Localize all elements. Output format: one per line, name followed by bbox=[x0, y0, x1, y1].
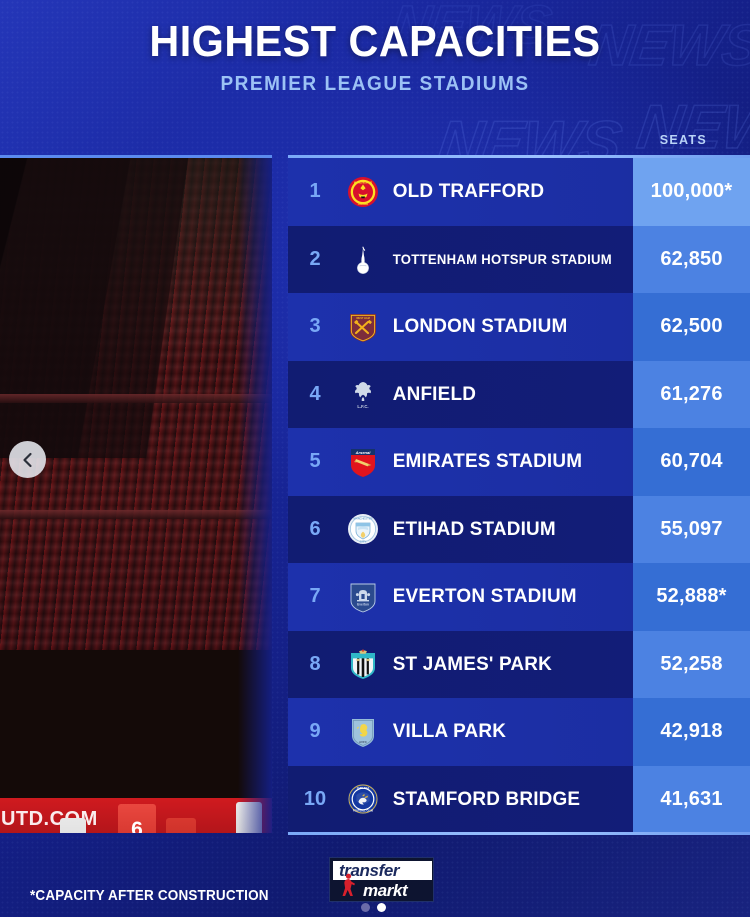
row-seats-value: 100,000* bbox=[633, 158, 750, 226]
table-row[interactable]: 6 MANCHESTER CITY ETIHAD STADIUM 55,097 bbox=[288, 495, 750, 563]
row-seats-value: 41,631 bbox=[633, 765, 750, 833]
photo-player-shirt-number: 6 bbox=[131, 818, 143, 833]
row-stadium-name: OLD TRAFFORD bbox=[392, 180, 545, 203]
crest-aston-villa: AVFC bbox=[342, 716, 384, 748]
photo-stand-structure bbox=[0, 158, 272, 458]
row-seats-value: 62,850 bbox=[633, 225, 750, 293]
table-row[interactable]: 5 Arsenal EMIRATES STADIUM 60,704 bbox=[288, 428, 750, 496]
row-stadium-name: VILLA PARK bbox=[392, 720, 507, 743]
header: HIGHEST CAPACITIES PREMIER LEAGUE STADIU… bbox=[0, 0, 750, 155]
table-row[interactable]: 8 ST JAMES' PARK 52,258 bbox=[288, 630, 750, 698]
table-row[interactable]: 2 TOTTENHAM HOTSPUR STADIUM 62,850 bbox=[288, 225, 750, 293]
crest-manchester-united: MANCHESTER UNITED bbox=[342, 176, 384, 208]
row-seats-value: 52,888* bbox=[633, 563, 750, 631]
table-row[interactable]: 4 L.F.C. ANFIELD 61,276 bbox=[288, 360, 750, 428]
row-rank: 3 bbox=[309, 315, 321, 338]
row-rank: 1 bbox=[309, 180, 321, 203]
row-stadium-name: EMIRATES STADIUM bbox=[392, 450, 583, 473]
table-top-rule bbox=[288, 155, 750, 158]
crest-west-ham-united: WEST HAM bbox=[342, 311, 384, 343]
svg-text:Arsenal: Arsenal bbox=[355, 450, 372, 455]
photo-rail-upper bbox=[0, 394, 272, 403]
pagination-dot-2[interactable] bbox=[377, 903, 386, 912]
row-stadium-name: STAMFORD BRIDGE bbox=[392, 787, 581, 810]
photo-rail-lower bbox=[0, 510, 272, 519]
svg-text:MANCHESTER: MANCHESTER bbox=[354, 180, 372, 184]
row-seats-value: 55,097 bbox=[633, 495, 750, 563]
table-row[interactable]: 3 WEST HAM LONDON STADIUM 62,500 bbox=[288, 293, 750, 361]
transfermarkt-logo[interactable]: transfer markt bbox=[329, 857, 434, 902]
logo-text-transfer: transfer bbox=[339, 861, 400, 880]
row-seats-value: 52,258 bbox=[633, 630, 750, 698]
photo-player-home-1: 6 bbox=[118, 804, 156, 833]
row-stadium-name: ETIHAD STADIUM bbox=[392, 517, 556, 540]
table-row[interactable]: 7 Everton EVERTON STADIUM 52,888* bbox=[288, 563, 750, 631]
photo-player-away-1 bbox=[60, 818, 86, 833]
seats-column-header: SEATS bbox=[659, 133, 707, 147]
row-rank: 4 bbox=[309, 382, 321, 405]
photo-right-fade bbox=[238, 158, 272, 833]
svg-text:WEST HAM: WEST HAM bbox=[356, 317, 370, 320]
crest-liverpool: L.F.C. bbox=[342, 378, 384, 410]
crest-arsenal: Arsenal bbox=[342, 446, 384, 478]
row-rank: 8 bbox=[309, 652, 321, 675]
stadium-photo: NUTD.COM MAN UTD. 6 bbox=[0, 155, 272, 833]
row-seats-value: 60,704 bbox=[633, 428, 750, 496]
table-row[interactable]: 9 AVFC VILLA PARK 42,918 bbox=[288, 698, 750, 766]
capacity-table: 1 MANCHESTER UNITED OLD TRAFFORD 100,000… bbox=[288, 155, 750, 835]
row-rank: 6 bbox=[309, 517, 321, 540]
svg-text:CHELSEA: CHELSEA bbox=[357, 786, 370, 790]
logo-top-band: transfer bbox=[333, 861, 432, 880]
table-bottom-rule bbox=[288, 832, 750, 835]
svg-text:L.F.C.: L.F.C. bbox=[357, 404, 368, 409]
row-stadium-name: LONDON STADIUM bbox=[392, 315, 568, 338]
carousel-prev-button[interactable] bbox=[9, 441, 46, 478]
row-rank: 7 bbox=[309, 585, 321, 608]
table-row[interactable]: 10 CHELSEA FOOTBALL CLUB STAMFORD BRIDGE… bbox=[288, 765, 750, 833]
pagination-dot-1[interactable] bbox=[361, 903, 370, 912]
logo-text-markt: markt bbox=[363, 881, 408, 900]
page-title: HIGHEST CAPACITIES bbox=[149, 17, 601, 66]
runner-icon bbox=[342, 873, 355, 896]
photo-player-home-2 bbox=[166, 818, 196, 833]
row-stadium-name: TOTTENHAM HOTSPUR STADIUM bbox=[392, 251, 612, 267]
crest-newcastle-united bbox=[342, 648, 384, 680]
logo-bottom-band: markt bbox=[333, 881, 432, 900]
svg-text:FOOTBALL CLUB: FOOTBALL CLUB bbox=[353, 810, 374, 813]
row-rank: 2 bbox=[309, 247, 321, 270]
row-seats-value: 42,918 bbox=[633, 698, 750, 766]
svg-text:UNITED: UNITED bbox=[358, 202, 368, 206]
row-rank: 9 bbox=[309, 720, 321, 743]
crest-tottenham-hotspur bbox=[342, 243, 384, 275]
row-stadium-name: EVERTON STADIUM bbox=[392, 585, 577, 608]
carousel-pagination[interactable] bbox=[361, 903, 386, 912]
row-stadium-name: ANFIELD bbox=[392, 382, 477, 405]
svg-text:CITY: CITY bbox=[360, 540, 367, 544]
row-seats-value: 62,500 bbox=[633, 293, 750, 361]
row-rank: 10 bbox=[303, 787, 327, 810]
row-stadium-name: ST JAMES' PARK bbox=[392, 652, 552, 675]
crest-manchester-city: MANCHESTER CITY bbox=[342, 513, 384, 545]
capacity-footnote: *CAPACITY AFTER CONSTRUCTION bbox=[30, 888, 269, 904]
svg-text:AVFC: AVFC bbox=[359, 740, 368, 744]
crest-chelsea: CHELSEA FOOTBALL CLUB bbox=[342, 783, 384, 815]
row-rank: 5 bbox=[309, 450, 321, 473]
svg-text:MANCHESTER: MANCHESTER bbox=[354, 517, 373, 521]
chevron-left-icon bbox=[22, 452, 32, 467]
svg-text:Everton: Everton bbox=[357, 602, 369, 606]
page-subtitle: PREMIER LEAGUE STADIUMS bbox=[220, 73, 530, 95]
row-seats-value: 61,276 bbox=[633, 360, 750, 428]
table-row[interactable]: 1 MANCHESTER UNITED OLD TRAFFORD 100,000… bbox=[288, 158, 750, 226]
crest-everton: Everton bbox=[342, 581, 384, 613]
